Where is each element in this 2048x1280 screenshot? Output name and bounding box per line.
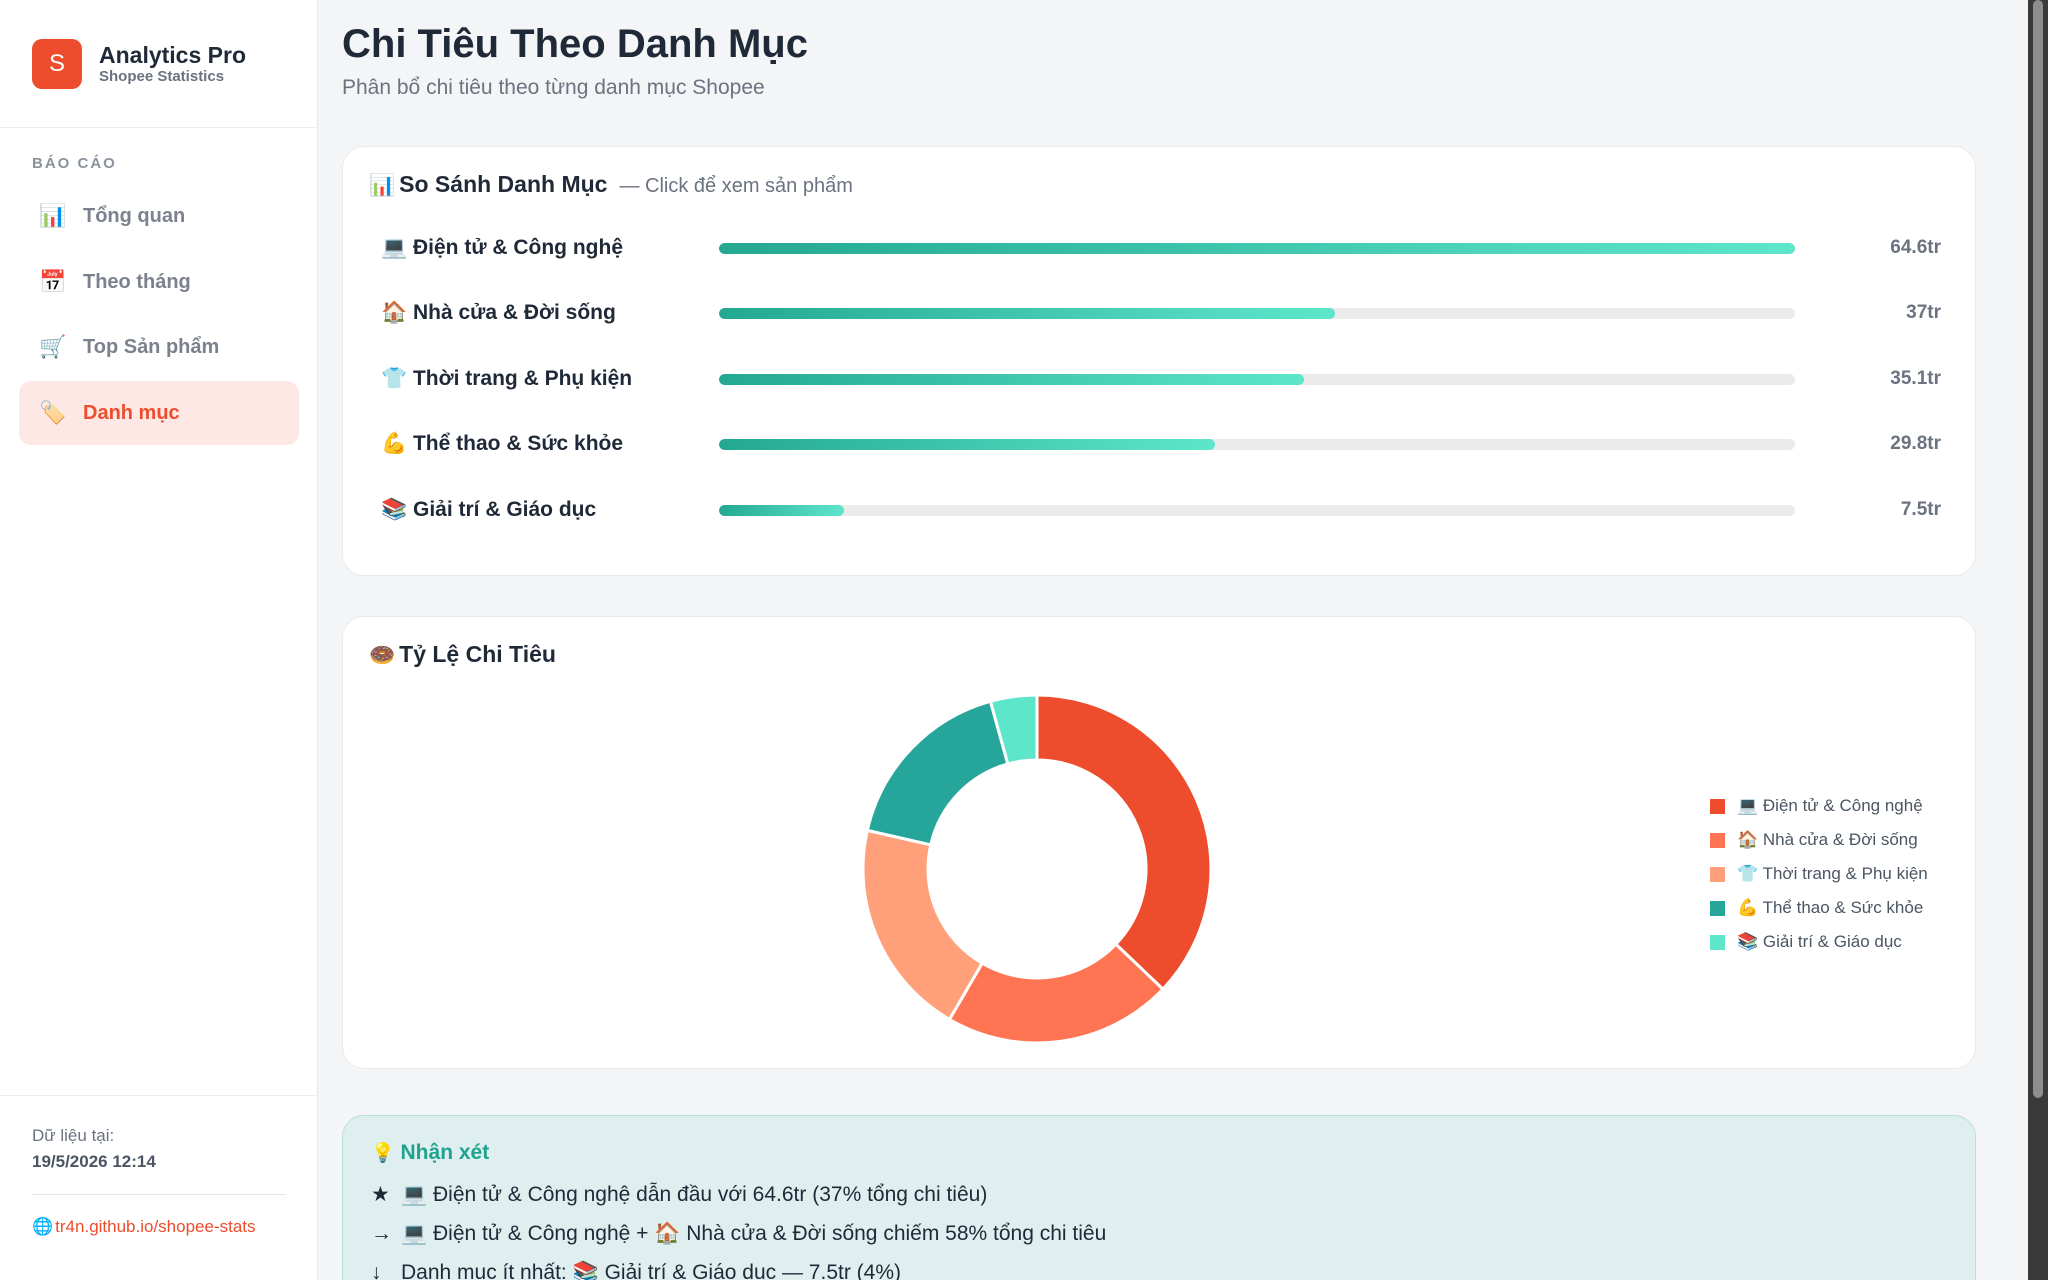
- category-bar: [719, 438, 1216, 450]
- nav-section-label: BÁO CÁO: [32, 155, 117, 172]
- category-bar-row[interactable]: 💻 Điện tử & Công nghệ 64.6tr: [381, 233, 1941, 263]
- card-hint: — Click để xem sản phẩm: [619, 175, 853, 197]
- category-bar: [719, 373, 1304, 385]
- donut-chart-svg: [861, 693, 1213, 1045]
- donut-slice[interactable]: [988, 693, 1039, 766]
- sidebar-item-label: Theo tháng: [83, 270, 191, 293]
- insight-text: Danh mục ít nhất: 📚 Giải trí & Giáo dục …: [401, 1261, 902, 1280]
- insight-line: ★ 💻 Điện tử & Công nghệ dẫn đầu với 64.6t…: [371, 1182, 987, 1207]
- category-bar-track: [719, 242, 1795, 254]
- card-title: Tỷ Lệ Chi Tiêu: [399, 641, 556, 667]
- legend-item[interactable]: 👕 Thời trang & Phụ kiện: [1710, 857, 1928, 891]
- insight-line: → 💻 Điện tử & Công nghệ + 🏠 Nhà cửa & Đời…: [371, 1222, 1106, 1246]
- brand-subtitle: Shopee Statistics: [99, 67, 225, 85]
- sidebar-item-top-products[interactable]: 🛒 Top Sản phẩm: [19, 315, 299, 379]
- legend-item[interactable]: 📚 Giải trí & Giáo dục: [1710, 925, 1928, 959]
- sidebar-item-label: Top Sản phẩm: [83, 335, 220, 358]
- page-scrollbar[interactable]: [2028, 0, 2048, 1280]
- category-bar-value: 35.1tr: [1890, 368, 1941, 389]
- scrollbar-thumb[interactable]: [2033, 0, 2043, 1098]
- legend-label: 💪 Thể thao & Sức khỏe: [1737, 898, 1924, 917]
- category-bar-label: 💪 Thể thao & Sức khỏe: [381, 432, 624, 455]
- insight-title: Nhận xét: [400, 1141, 490, 1164]
- insight-line: ↓ Danh mục ít nhất: 📚 Giải trí & Giáo dục…: [371, 1261, 901, 1280]
- category-bar-row[interactable]: 🏠 Nhà cửa & Đời sống 37tr: [381, 298, 1941, 328]
- sidebar-item-monthly[interactable]: 📅 Theo tháng: [19, 250, 299, 314]
- sidebar-footer: Dữ liệu tại: 19/5/2026 12:14 🌐 tr4n.gith…: [0, 1095, 318, 1237]
- legend-swatch: [1710, 832, 1725, 848]
- card-title: So Sánh Danh Mục: [399, 171, 608, 197]
- insight-title-row: 💡 Nhận xét: [371, 1141, 489, 1165]
- legend-label: 💻 Điện tử & Công nghệ: [1737, 796, 1923, 815]
- category-bar-value: 64.6tr: [1890, 237, 1941, 258]
- legend-item[interactable]: 💪 Thể thao & Sức khỏe: [1710, 891, 1928, 925]
- footer-divider: [32, 1194, 286, 1195]
- legend-swatch: [1710, 798, 1725, 814]
- category-bar-row[interactable]: 👕 Thời trang & Phụ kiện 35.1tr: [381, 364, 1941, 394]
- sidebar-item-label: Danh mục: [83, 401, 180, 424]
- bar-chart-icon: 📊: [369, 174, 396, 197]
- donut-slice[interactable]: [1035, 693, 1213, 992]
- legend-label: 🏠 Nhà cửa & Đời sống: [1737, 830, 1918, 849]
- footer-link[interactable]: 🌐 tr4n.github.io/shopee-stats: [32, 1217, 286, 1237]
- sidebar: S Analytics Pro Shopee Statistics BÁO CÁ…: [0, 0, 318, 1280]
- legend-swatch: [1710, 866, 1725, 882]
- category-bar: [719, 504, 844, 516]
- data-timestamp: 19/5/2026 12:14: [32, 1152, 156, 1171]
- page-subtitle: Phân bổ chi tiêu theo từng danh mục Shop…: [342, 76, 765, 99]
- arrow-down-icon: ↓: [371, 1261, 382, 1280]
- category-bar: [719, 307, 1336, 319]
- category-bar-track: [719, 307, 1795, 319]
- spending-ratio-card: 🍩 Tỷ Lệ Chi Tiêu 💻 Điện tử & Công nghệ 🏠 …: [342, 616, 1976, 1069]
- category-bar-value: 29.8tr: [1890, 433, 1941, 454]
- donut-icon: 🍩: [369, 644, 396, 667]
- category-bar-label: 💻 Điện tử & Công nghệ: [381, 236, 624, 259]
- category-bar-label: 👕 Thời trang & Phụ kiện: [381, 367, 633, 390]
- legend-label: 📚 Giải trí & Giáo dục: [1737, 932, 1902, 951]
- insight-panel: 💡 Nhận xét ★ 💻 Điện tử & Công nghệ dẫn đầ…: [342, 1115, 1976, 1280]
- category-comparison-card: 📊 So Sánh Danh Mục — Click để xem sản ph…: [342, 146, 1976, 576]
- category-bar-label: 🏠 Nhà cửa & Đời sống: [381, 301, 616, 324]
- legend-swatch: [1710, 900, 1725, 916]
- legend-swatch: [1710, 934, 1725, 950]
- category-bar-value: 7.5tr: [1900, 499, 1941, 520]
- insight-text: 💻 Điện tử & Công nghệ + 🏠 Nhà cửa & Đời …: [401, 1222, 1107, 1245]
- category-bar-label: 📚 Giải trí & Giáo dục: [381, 498, 597, 521]
- brand-title: Analytics Pro: [99, 41, 246, 68]
- calendar-icon: 📅: [39, 269, 67, 294]
- category-bar-row[interactable]: 📚 Giải trí & Giáo dục 7.5tr: [381, 495, 1941, 525]
- legend-item[interactable]: 🏠 Nhà cửa & Đời sống: [1710, 823, 1928, 857]
- category-bar-track: [719, 438, 1795, 450]
- cart-icon: 🛒: [39, 334, 67, 359]
- donut-slice[interactable]: [947, 942, 1166, 1045]
- category-bar-track: [719, 504, 1795, 516]
- brand-logo: S: [32, 38, 82, 89]
- donut-chart: [857, 689, 1217, 1049]
- category-bar-track: [719, 373, 1795, 385]
- category-bar-row[interactable]: 💪 Thể thao & Sức khỏe 29.8tr: [381, 429, 1941, 459]
- bar-chart-icon: 📊: [39, 203, 67, 228]
- sidebar-item-overview[interactable]: 📊 Tổng quan: [19, 184, 299, 248]
- globe-icon: 🌐: [32, 1217, 54, 1236]
- sidebar-item-categories[interactable]: 🏷️ Danh mục: [19, 381, 299, 445]
- legend-item[interactable]: 💻 Điện tử & Công nghệ: [1710, 789, 1928, 823]
- category-bar-value: 37tr: [1906, 302, 1941, 323]
- tag-icon: 🏷️: [39, 400, 67, 425]
- brand[interactable]: S Analytics Pro Shopee Statistics: [0, 0, 317, 128]
- lightbulb-icon: 💡: [371, 1143, 395, 1164]
- chart-legend: 💻 Điện tử & Công nghệ 🏠 Nhà cửa & Đời sốn…: [1710, 789, 1928, 959]
- category-bar: [719, 242, 1795, 254]
- footer-link-text[interactable]: tr4n.github.io/shopee-stats: [55, 1217, 256, 1236]
- donut-slice[interactable]: [861, 828, 985, 1022]
- arrow-right-icon: →: [371, 1222, 392, 1245]
- sidebar-item-label: Tổng quan: [83, 204, 186, 227]
- page-title: Chi Tiêu Theo Danh Mục: [342, 22, 808, 66]
- star-icon: ★: [371, 1183, 390, 1206]
- data-timestamp-label: Dữ liệu tại:: [32, 1126, 115, 1145]
- legend-label: 👕 Thời trang & Phụ kiện: [1737, 864, 1928, 883]
- insight-text: 💻 Điện tử & Công nghệ dẫn đầu với 64.6tr…: [401, 1183, 988, 1206]
- donut-slice[interactable]: [865, 699, 1010, 847]
